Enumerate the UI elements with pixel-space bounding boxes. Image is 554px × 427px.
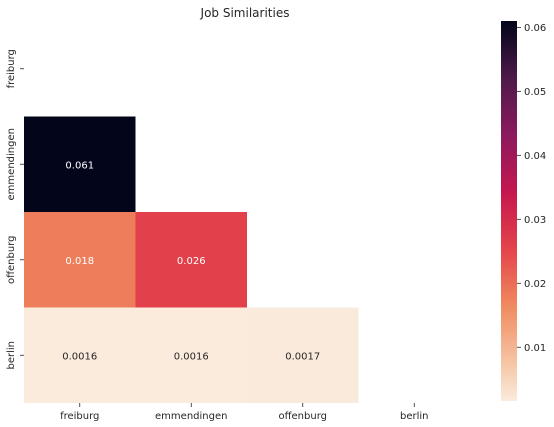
x-axis: freiburg emmendingen offenburg berlin bbox=[60, 403, 429, 422]
x-tick-label: freiburg bbox=[60, 411, 99, 422]
colorbar-tick-label: 0.04 bbox=[524, 151, 546, 162]
heatmap-cell bbox=[135, 307, 247, 403]
cell-value-label: 0.0017 bbox=[285, 351, 320, 362]
colorbar-tick-label: 0.06 bbox=[524, 23, 546, 34]
cell-value-label: 0.0016 bbox=[174, 351, 209, 362]
heatmap-cell bbox=[135, 212, 247, 308]
heatmap-cells bbox=[24, 116, 359, 403]
colorbar-axis: 0.01 0.02 0.03 0.04 0.05 0.06 bbox=[517, 23, 546, 354]
x-tick-label: offenburg bbox=[279, 411, 327, 422]
y-tick-label: freiburg bbox=[6, 49, 17, 88]
x-tick-label: berlin bbox=[400, 411, 429, 422]
y-tick-label: berlin bbox=[6, 341, 17, 370]
y-tick-label: offenburg bbox=[6, 236, 17, 284]
y-tick-label: emmendingen bbox=[6, 128, 17, 200]
x-tick-label: emmendingen bbox=[155, 411, 227, 422]
colorbar-tick-label: 0.05 bbox=[524, 87, 546, 98]
cell-value-label: 0.018 bbox=[65, 256, 94, 267]
colorbar bbox=[501, 21, 517, 401]
colorbar-tick-label: 0.01 bbox=[524, 343, 546, 354]
cell-value-label: 0.061 bbox=[65, 160, 94, 171]
heatmap-cell bbox=[24, 212, 136, 308]
cell-value-label: 0.0016 bbox=[62, 351, 97, 362]
y-axis: freiburg emmendingen offenburg berlin bbox=[6, 49, 24, 370]
heatmap-cell bbox=[24, 116, 136, 212]
heatmap-cell-labels: 0.061 0.018 0.026 0.0016 0.0016 0.0017 bbox=[62, 160, 320, 362]
heatmap-cell bbox=[24, 307, 136, 403]
colorbar-tick-label: 0.03 bbox=[524, 215, 546, 226]
heatmap-cell bbox=[247, 307, 359, 403]
cell-value-label: 0.026 bbox=[177, 256, 206, 267]
colorbar-tick-label: 0.02 bbox=[524, 279, 546, 290]
chart-title: Job Similarities bbox=[200, 6, 290, 20]
